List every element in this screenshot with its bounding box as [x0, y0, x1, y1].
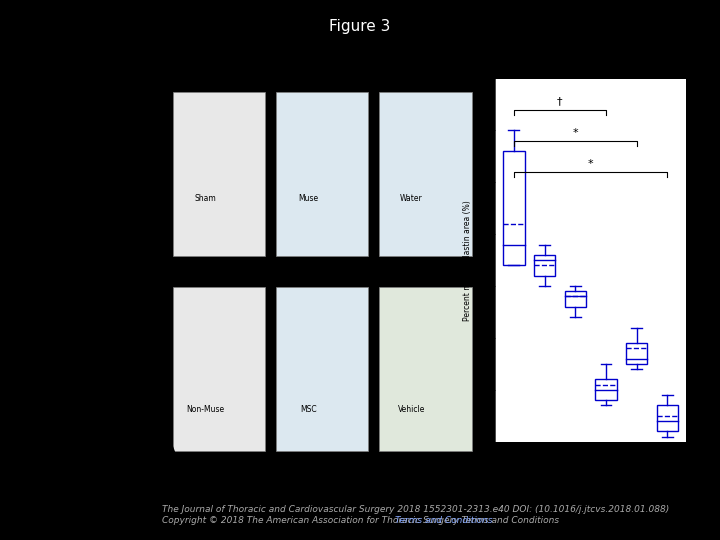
Text: Water: Water: [400, 194, 423, 203]
Text: Bar = 500μm: Bar = 500μm: [322, 468, 373, 477]
Text: Muse: Muse: [298, 194, 318, 203]
Text: MSC: MSC: [300, 405, 317, 414]
Text: *: *: [588, 159, 593, 169]
Bar: [534, 255, 555, 276]
FancyBboxPatch shape: [379, 92, 472, 256]
Text: Copyright © 2018 The American Association for Thoracic Surgery Terms and Conditi: Copyright © 2018 The American Associatio…: [162, 516, 559, 525]
Text: Figure 3: Figure 3: [329, 19, 391, 34]
FancyBboxPatch shape: [173, 287, 265, 450]
Bar: [595, 380, 617, 400]
Text: B: B: [490, 445, 498, 455]
Bar: [626, 343, 647, 364]
Bar: [564, 291, 586, 307]
Bar: [657, 406, 678, 431]
FancyBboxPatch shape: [379, 287, 472, 450]
Text: †: †: [557, 97, 562, 106]
FancyBboxPatch shape: [173, 92, 265, 256]
Text: Terms and Conditions: Terms and Conditions: [395, 516, 492, 525]
Text: The Journal of Thoracic and Cardiovascular Surgery 2018 1552301-2313.e40 DOI: (1: The Journal of Thoracic and Cardiovascul…: [162, 505, 670, 514]
Text: *: *: [572, 128, 578, 138]
Text: A: A: [167, 445, 176, 455]
Text: Sham: Sham: [194, 194, 216, 203]
Text: Non-Muse: Non-Muse: [186, 405, 224, 414]
Y-axis label: Percent medial elastin area (%): Percent medial elastin area (%): [463, 200, 472, 321]
FancyBboxPatch shape: [276, 92, 369, 256]
FancyBboxPatch shape: [276, 287, 369, 450]
Text: Vehicle: Vehicle: [397, 405, 425, 414]
Text: Week 3: Week 3: [329, 61, 365, 71]
Bar: [503, 151, 525, 265]
